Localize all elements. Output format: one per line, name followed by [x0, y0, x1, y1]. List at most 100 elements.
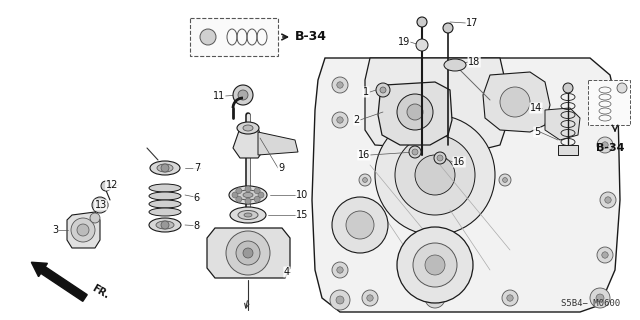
Circle shape: [417, 17, 427, 27]
Bar: [588, 80, 630, 125]
Circle shape: [605, 197, 611, 203]
Ellipse shape: [237, 190, 259, 200]
Polygon shape: [207, 228, 290, 278]
Circle shape: [336, 296, 344, 304]
Text: 10: 10: [296, 190, 308, 200]
Circle shape: [590, 288, 610, 308]
Text: 16: 16: [358, 150, 370, 160]
Ellipse shape: [150, 161, 180, 175]
Circle shape: [245, 186, 251, 192]
Text: S5B4− M0600: S5B4− M0600: [561, 299, 620, 308]
Circle shape: [362, 290, 378, 306]
Ellipse shape: [237, 122, 259, 134]
Ellipse shape: [149, 192, 181, 200]
Circle shape: [443, 23, 453, 33]
Circle shape: [596, 294, 604, 302]
Circle shape: [499, 174, 511, 186]
Text: B-34: B-34: [295, 30, 327, 44]
Circle shape: [337, 267, 343, 273]
Circle shape: [245, 198, 251, 204]
Circle shape: [363, 178, 367, 182]
Ellipse shape: [444, 59, 466, 71]
Circle shape: [597, 137, 613, 153]
Text: 19: 19: [397, 37, 410, 47]
Ellipse shape: [149, 218, 181, 232]
Text: 7: 7: [194, 163, 200, 173]
Polygon shape: [258, 132, 298, 155]
Circle shape: [380, 87, 386, 93]
Circle shape: [592, 92, 608, 108]
Circle shape: [600, 192, 616, 208]
Circle shape: [92, 197, 108, 213]
Circle shape: [71, 218, 95, 242]
Polygon shape: [483, 72, 550, 132]
FancyArrow shape: [31, 262, 87, 301]
Text: 18: 18: [468, 57, 480, 67]
Circle shape: [332, 262, 348, 278]
Circle shape: [243, 248, 253, 258]
Circle shape: [425, 288, 445, 308]
Circle shape: [359, 174, 371, 186]
Polygon shape: [312, 58, 620, 312]
Circle shape: [254, 196, 260, 202]
Ellipse shape: [149, 200, 181, 208]
Circle shape: [375, 115, 495, 235]
Polygon shape: [545, 108, 580, 140]
Bar: [190, 18, 278, 56]
Text: 14: 14: [530, 103, 542, 113]
Text: 4: 4: [284, 267, 290, 277]
Circle shape: [200, 29, 216, 45]
Circle shape: [412, 149, 418, 155]
Circle shape: [346, 211, 374, 239]
Circle shape: [409, 146, 421, 158]
Circle shape: [597, 247, 613, 263]
Circle shape: [376, 83, 390, 97]
Circle shape: [617, 83, 627, 93]
Ellipse shape: [243, 125, 253, 131]
Circle shape: [397, 227, 473, 303]
Circle shape: [77, 224, 89, 236]
Polygon shape: [378, 82, 452, 145]
Circle shape: [416, 39, 428, 51]
Circle shape: [161, 221, 169, 229]
Circle shape: [425, 255, 445, 275]
Text: 15: 15: [296, 210, 308, 220]
Circle shape: [507, 295, 513, 301]
Ellipse shape: [149, 184, 181, 192]
Circle shape: [502, 290, 518, 306]
Ellipse shape: [149, 208, 181, 216]
Circle shape: [415, 155, 455, 195]
Circle shape: [596, 97, 604, 103]
Text: 1: 1: [363, 87, 369, 97]
Circle shape: [330, 290, 350, 310]
Text: 16: 16: [453, 157, 465, 167]
Circle shape: [236, 241, 260, 265]
Text: 13: 13: [95, 200, 107, 210]
Circle shape: [337, 82, 343, 88]
Circle shape: [238, 90, 248, 100]
Text: 9: 9: [278, 163, 284, 173]
Ellipse shape: [156, 221, 174, 229]
Circle shape: [258, 192, 264, 198]
Circle shape: [500, 87, 530, 117]
Circle shape: [431, 294, 439, 302]
Polygon shape: [67, 212, 100, 248]
Text: 3: 3: [52, 225, 58, 235]
Circle shape: [226, 231, 270, 275]
Ellipse shape: [238, 211, 258, 220]
Text: B-34: B-34: [596, 143, 625, 153]
Text: 8: 8: [194, 221, 200, 231]
Circle shape: [233, 85, 253, 105]
Circle shape: [332, 112, 348, 128]
Text: 6: 6: [194, 193, 200, 203]
Text: 12: 12: [106, 180, 118, 190]
Text: 11: 11: [212, 91, 225, 101]
Circle shape: [602, 142, 608, 148]
Polygon shape: [233, 128, 265, 158]
Circle shape: [232, 192, 238, 198]
Circle shape: [90, 213, 100, 223]
Circle shape: [437, 155, 443, 161]
Ellipse shape: [230, 207, 266, 223]
Circle shape: [397, 94, 433, 130]
Text: FR.: FR.: [90, 283, 111, 301]
